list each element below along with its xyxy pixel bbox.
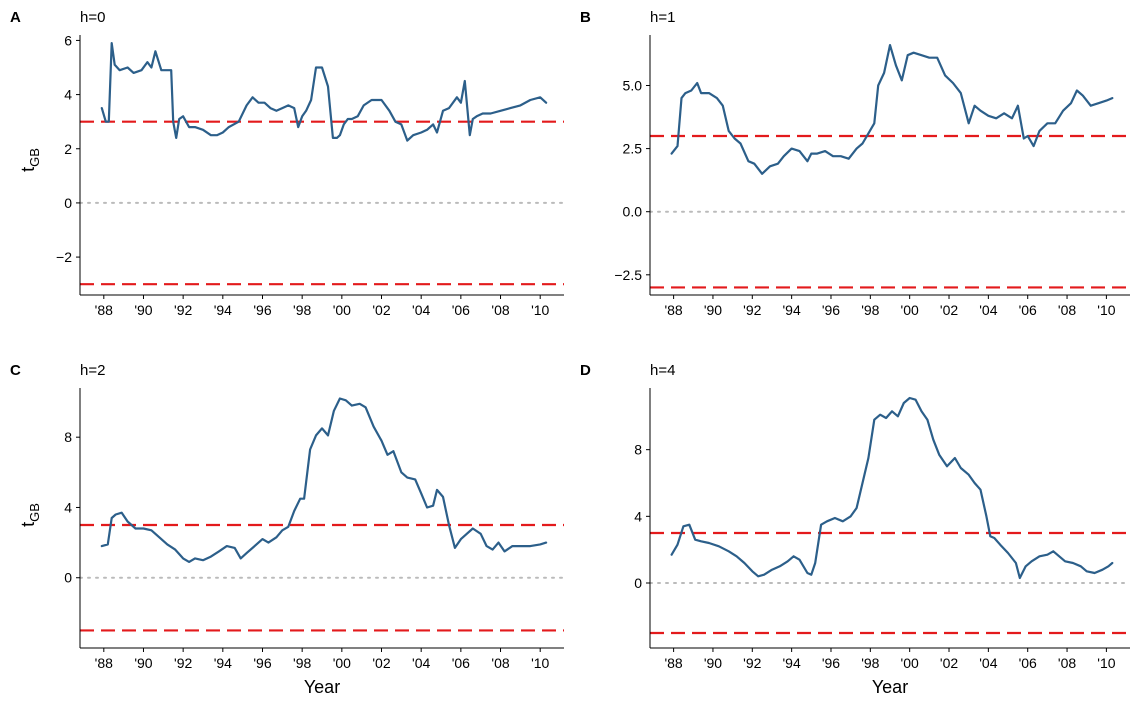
x-tick-label: '92 xyxy=(174,655,192,671)
x-tick-label: '92 xyxy=(743,655,761,671)
panel-letter: B xyxy=(580,9,591,26)
x-tick-label: '90 xyxy=(134,655,152,671)
y-tick-label: 8 xyxy=(64,429,72,445)
x-tick-label: '02 xyxy=(372,655,390,671)
y-tick-label: −2 xyxy=(56,249,72,265)
x-tick-label: '06 xyxy=(1019,655,1037,671)
series-line xyxy=(670,396,1114,580)
y-axis-title-top: tGB xyxy=(18,148,42,172)
x-tick-label: '96 xyxy=(253,655,271,671)
x-tick-label: '94 xyxy=(214,655,232,671)
y-tick-label: 8 xyxy=(634,442,642,458)
y-tick-label: 6 xyxy=(64,32,72,48)
x-tick-label: '08 xyxy=(491,655,509,671)
x-tick-label: '92 xyxy=(174,302,192,318)
x-tick-label: '94 xyxy=(214,302,232,318)
x-tick-label: '98 xyxy=(861,655,879,671)
x-tick-label: '08 xyxy=(1058,655,1076,671)
panel-letter: D xyxy=(580,362,591,379)
y-axis-title-bottom: tGB xyxy=(18,503,42,527)
x-tick-label: '90 xyxy=(134,302,152,318)
y-tick-label: 5.0 xyxy=(623,77,643,93)
x-tick-label: '96 xyxy=(822,655,840,671)
x-tick-label: '04 xyxy=(412,655,430,671)
panel-title: h=2 xyxy=(80,362,105,379)
x-tick-label: '02 xyxy=(940,302,958,318)
x-tick-label: '94 xyxy=(783,655,801,671)
x-tick-label: '00 xyxy=(333,302,351,318)
x-tick-label: '10 xyxy=(1097,655,1115,671)
x-tick-label: '08 xyxy=(491,302,509,318)
x-tick-label: '90 xyxy=(704,655,722,671)
x-tick-label: '04 xyxy=(412,302,430,318)
x-tick-label: '88 xyxy=(664,302,682,318)
x-tick-label: '92 xyxy=(743,302,761,318)
y-tick-label: 2 xyxy=(64,141,72,157)
x-tick-label: '06 xyxy=(1019,302,1037,318)
x-tick-label: '98 xyxy=(293,655,311,671)
panel-title: h=0 xyxy=(80,9,105,26)
y-axis-title-sub: GB xyxy=(27,503,42,522)
panel-title: h=1 xyxy=(650,9,675,26)
panel-letter: A xyxy=(10,9,21,26)
y-axis-title-main: t xyxy=(18,522,38,527)
y-tick-label: 0.0 xyxy=(623,204,643,220)
x-tick-label: '98 xyxy=(293,302,311,318)
x-tick-label: '02 xyxy=(940,655,958,671)
x-tick-label: '90 xyxy=(704,302,722,318)
x-tick-label: '94 xyxy=(783,302,801,318)
x-tick-label: '88 xyxy=(664,655,682,671)
x-tick-label: '08 xyxy=(1058,302,1076,318)
y-tick-label: 4 xyxy=(634,508,642,524)
x-tick-label: '88 xyxy=(95,302,113,318)
y-tick-label: −2.5 xyxy=(614,267,642,283)
panel-letter: C xyxy=(10,362,21,379)
y-tick-label: 4 xyxy=(64,499,72,515)
x-tick-label: '04 xyxy=(979,655,997,671)
x-tick-label: '98 xyxy=(861,302,879,318)
x-tick-label: '00 xyxy=(901,655,919,671)
panel-title: h=4 xyxy=(650,362,675,379)
x-tick-label: '02 xyxy=(372,302,390,318)
x-axis-title-left: Year xyxy=(304,677,340,697)
x-tick-label: '96 xyxy=(253,302,271,318)
y-tick-label: 0 xyxy=(64,570,72,586)
x-axis-title-right: Year xyxy=(872,677,908,697)
x-tick-label: '10 xyxy=(531,302,549,318)
series-line xyxy=(670,43,1114,175)
x-tick-label: '00 xyxy=(333,655,351,671)
x-tick-label: '00 xyxy=(901,302,919,318)
y-tick-label: 2.5 xyxy=(623,141,643,157)
y-tick-label: 0 xyxy=(634,575,642,591)
x-tick-label: '10 xyxy=(531,655,549,671)
series-line xyxy=(100,41,548,142)
y-axis-title-sub: GB xyxy=(27,148,42,167)
x-tick-label: '10 xyxy=(1097,302,1115,318)
x-tick-label: '96 xyxy=(822,302,840,318)
y-tick-label: 4 xyxy=(64,87,72,103)
y-axis-title-main: t xyxy=(18,167,38,172)
series-line xyxy=(100,397,548,564)
y-tick-label: 0 xyxy=(64,195,72,211)
x-tick-label: '06 xyxy=(452,655,470,671)
x-tick-label: '88 xyxy=(95,655,113,671)
x-tick-label: '06 xyxy=(452,302,470,318)
x-tick-label: '04 xyxy=(979,302,997,318)
